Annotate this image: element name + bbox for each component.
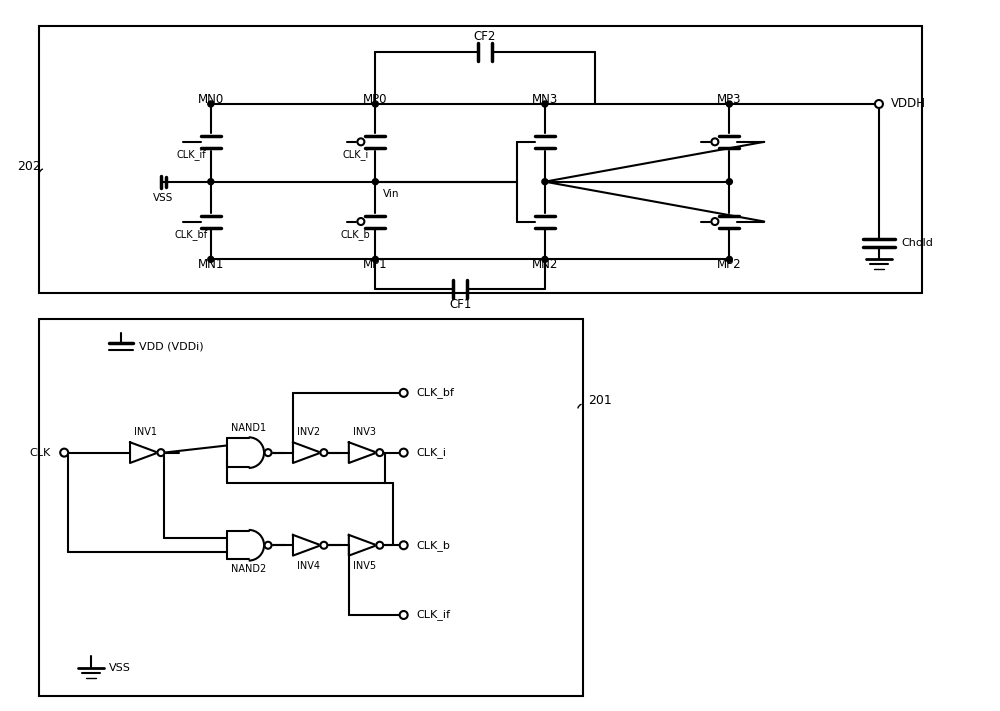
Circle shape: [726, 178, 732, 185]
Text: VSS: VSS: [109, 663, 131, 673]
Circle shape: [208, 257, 214, 262]
Circle shape: [320, 542, 327, 549]
Text: CLK_bf: CLK_bf: [417, 387, 455, 398]
Text: CLK_b: CLK_b: [417, 540, 451, 551]
Text: VSS: VSS: [153, 193, 173, 203]
Circle shape: [372, 101, 378, 107]
Text: INV4: INV4: [297, 560, 320, 570]
Text: CF2: CF2: [474, 30, 496, 43]
Text: Vin: Vin: [383, 188, 400, 198]
Text: 202: 202: [17, 160, 41, 173]
Circle shape: [542, 257, 548, 262]
Polygon shape: [349, 535, 377, 555]
Text: CLK_bf: CLK_bf: [174, 229, 207, 240]
Text: INV2: INV2: [297, 427, 320, 437]
Polygon shape: [349, 442, 377, 463]
Text: 201: 201: [588, 395, 612, 407]
Circle shape: [376, 542, 383, 549]
Text: CLK_i: CLK_i: [417, 447, 447, 458]
Text: CLK_i: CLK_i: [342, 149, 369, 160]
Circle shape: [357, 218, 364, 225]
Bar: [39, 319, 583, 695]
Circle shape: [157, 449, 164, 456]
Circle shape: [208, 101, 214, 107]
Text: CLK_if: CLK_if: [176, 149, 206, 160]
Circle shape: [400, 541, 408, 549]
Circle shape: [60, 449, 68, 456]
Text: MP3: MP3: [717, 92, 742, 105]
Text: CF1: CF1: [449, 298, 471, 311]
Circle shape: [265, 449, 272, 456]
Circle shape: [357, 139, 364, 145]
Circle shape: [372, 257, 378, 262]
Text: MP0: MP0: [363, 92, 388, 105]
Text: VDDH: VDDH: [891, 97, 926, 110]
Text: Chold: Chold: [901, 238, 933, 248]
Circle shape: [711, 139, 718, 145]
Circle shape: [376, 449, 383, 456]
Circle shape: [208, 178, 214, 185]
Circle shape: [726, 257, 732, 262]
Circle shape: [265, 542, 272, 549]
Polygon shape: [130, 442, 158, 463]
Text: INV3: INV3: [353, 427, 376, 437]
Text: MP2: MP2: [717, 258, 742, 271]
Text: NAND2: NAND2: [231, 565, 266, 574]
Text: MP1: MP1: [363, 258, 388, 271]
Polygon shape: [293, 442, 321, 463]
Circle shape: [400, 449, 408, 456]
Text: VDD (VDDi): VDD (VDDi): [139, 341, 204, 351]
Circle shape: [542, 178, 548, 185]
Circle shape: [372, 178, 378, 185]
Text: CLK: CLK: [29, 448, 50, 458]
Text: MN0: MN0: [198, 92, 224, 105]
Circle shape: [400, 389, 408, 397]
Text: CLK_if: CLK_if: [417, 609, 451, 621]
Text: NAND1: NAND1: [231, 424, 266, 434]
Circle shape: [726, 101, 732, 107]
Text: MN1: MN1: [198, 258, 224, 271]
Bar: [39, 26, 922, 293]
Text: CLK_b: CLK_b: [341, 229, 370, 240]
Text: INV5: INV5: [353, 560, 376, 570]
Text: INV1: INV1: [134, 427, 157, 437]
Text: MN2: MN2: [532, 258, 558, 271]
Circle shape: [711, 218, 718, 225]
Polygon shape: [293, 535, 321, 555]
Circle shape: [542, 101, 548, 107]
Circle shape: [875, 100, 883, 108]
Circle shape: [320, 449, 327, 456]
Circle shape: [400, 611, 408, 619]
Text: MN3: MN3: [532, 92, 558, 105]
